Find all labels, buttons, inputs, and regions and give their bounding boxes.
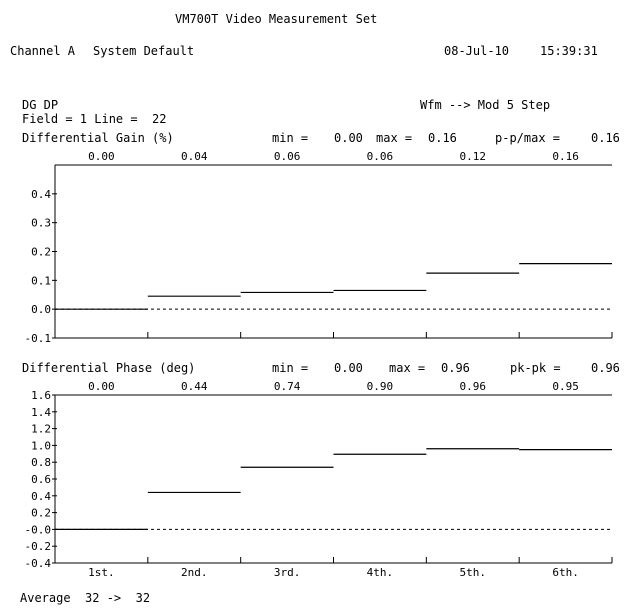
date-label: 08-Jul-10 bbox=[444, 44, 510, 58]
dg-ytick-label: -0.1 bbox=[25, 332, 52, 345]
dg-ytick-label: 0.3 bbox=[31, 217, 51, 230]
dg-ytick-label: 0.0 bbox=[31, 303, 51, 316]
dp-value-label: 0.95 bbox=[552, 380, 579, 393]
dg-pp-label: p-p/max = bbox=[495, 131, 561, 145]
app-title: VM700T Video Measurement Set bbox=[175, 12, 378, 26]
dg-value-label: 0.06 bbox=[367, 150, 394, 163]
dp-min-value: 0.00 bbox=[334, 361, 363, 375]
dp-ytick-label: 1.4 bbox=[31, 406, 51, 419]
dg-ytick-label: 0.1 bbox=[31, 274, 51, 287]
dg-ytick-label: 0.2 bbox=[31, 246, 51, 259]
setup-label: System Default bbox=[93, 44, 195, 58]
dp-value-label: 0.96 bbox=[460, 380, 487, 393]
dp-value-label: 0.74 bbox=[274, 380, 301, 393]
measurement-source: Wfm --> Mod 5 Step bbox=[420, 98, 551, 112]
dg-max-label: max = bbox=[376, 131, 413, 145]
dp-ytick-label: -0.4 bbox=[25, 557, 52, 570]
dg-max-value: 0.16 bbox=[428, 131, 457, 145]
dp-ytick-label: 1.0 bbox=[31, 439, 51, 452]
dg-pp-value: 0.16 bbox=[591, 131, 620, 145]
dp-ytick-label: -0.2 bbox=[25, 540, 52, 553]
dp-ytick-label: 0.4 bbox=[31, 490, 51, 503]
dp-value-label: 0.00 bbox=[88, 380, 115, 393]
dg-ytick-label: 0.4 bbox=[31, 188, 51, 201]
dp-value-label: 0.44 bbox=[181, 380, 208, 393]
dg-value-label: 0.06 bbox=[274, 150, 301, 163]
dp-pp-label: pk-pk = bbox=[510, 361, 561, 375]
category-label: 4th. bbox=[367, 566, 394, 579]
dp-max-label: max = bbox=[389, 361, 426, 375]
dg-value-label: 0.16 bbox=[552, 150, 579, 163]
dg-min-label: min = bbox=[272, 131, 309, 145]
measurement-name: DG DP bbox=[22, 98, 59, 112]
dg-value-label: 0.00 bbox=[88, 150, 115, 163]
dg-value-label: 0.04 bbox=[181, 150, 208, 163]
dg-title: Differential Gain (%) bbox=[22, 131, 174, 145]
dp-ytick-label: 0.2 bbox=[31, 507, 51, 520]
field-line-label: Field = 1 Line = 22 bbox=[22, 112, 167, 126]
dp-ytick-label: -0.0 bbox=[25, 523, 52, 536]
dp-value-label: 0.90 bbox=[367, 380, 394, 393]
dp-ytick-label: 1.6 bbox=[31, 389, 51, 402]
dg-value-label: 0.12 bbox=[460, 150, 487, 163]
dg-min-value: 0.00 bbox=[334, 131, 363, 145]
dp-ytick-label: 0.8 bbox=[31, 456, 51, 469]
dp-title: Differential Phase (deg) bbox=[22, 361, 196, 375]
dp-ytick-label: 1.2 bbox=[31, 423, 51, 436]
dp-pp-value: 0.96 bbox=[591, 361, 620, 375]
dp-min-label: min = bbox=[272, 361, 309, 375]
channel-label: Channel A bbox=[10, 44, 76, 58]
category-label: 3rd. bbox=[274, 566, 301, 579]
category-label: 2nd. bbox=[181, 566, 208, 579]
category-label: 6th. bbox=[552, 566, 579, 579]
time-label: 15:39:31 bbox=[540, 44, 598, 58]
dp-max-value: 0.96 bbox=[441, 361, 470, 375]
category-label: 1st. bbox=[88, 566, 115, 579]
category-label: 5th. bbox=[460, 566, 487, 579]
average-label: Average 32 -> 32 bbox=[20, 591, 151, 605]
dp-ytick-label: 0.6 bbox=[31, 473, 51, 486]
